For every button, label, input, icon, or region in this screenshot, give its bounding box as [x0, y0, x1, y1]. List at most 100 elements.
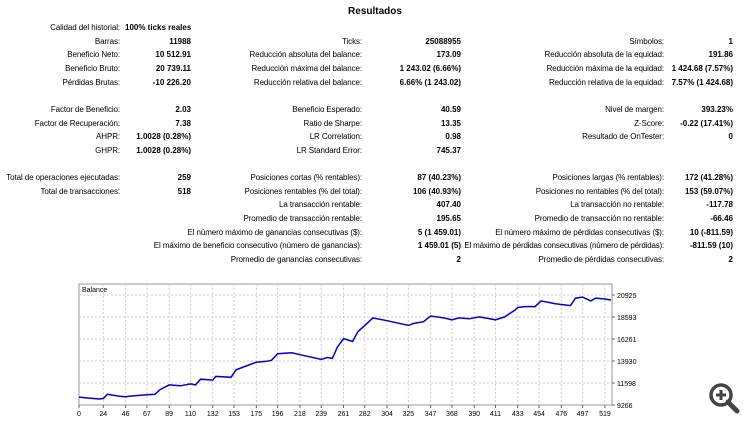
chart-title: Balance [82, 287, 107, 294]
x-tick-label: 433 [512, 411, 524, 418]
x-tick-label: 153 [228, 411, 240, 418]
zoom-in-icon[interactable] [707, 381, 741, 415]
stat-value: 407.40 [436, 200, 461, 210]
stat-value: 1 243.02 (6.66%) [399, 63, 461, 73]
stat-label: GHPR: [95, 145, 120, 155]
stat-value: 7.38 [175, 118, 191, 128]
page-title: Resultados [348, 6, 402, 17]
stat-value: 172 (41.28%) [684, 173, 733, 183]
stat-value: 518 [177, 186, 191, 196]
stat-label: Resultado de OnTester: [582, 132, 664, 142]
x-tick-label: 411 [490, 411, 501, 418]
x-tick-label: 347 [425, 411, 437, 418]
stat-value: 1.0028 (0.28%) [136, 145, 191, 155]
stat-label: Beneficio Neto: [67, 50, 120, 60]
x-tick-label: 304 [381, 411, 393, 418]
stat-value: 2 [728, 255, 733, 265]
x-tick-label: 454 [533, 411, 545, 418]
y-tick-label: 11598 [617, 381, 636, 388]
y-tick-label: 13930 [617, 359, 637, 366]
stat-label: Calidad del historial: [50, 23, 120, 32]
stat-value: 5 (1 459.01) [417, 227, 461, 237]
x-tick-label: 390 [468, 411, 480, 418]
x-tick-label: 89 [165, 411, 173, 418]
x-tick-label: 67 [143, 411, 151, 418]
stat-value: 25088955 [425, 36, 461, 46]
stat-value: 6.66% (1 243.02) [399, 77, 461, 87]
stat-label: Promedio de ganancias consecutivas: [230, 255, 362, 265]
stat-label: Posiciones cortas (% rentables): [250, 173, 362, 183]
stat-label: Ticks: [342, 36, 362, 46]
stat-value: 100% ticks reales [125, 23, 192, 32]
stat-value: 173.09 [436, 50, 461, 60]
stat-label: Total de operaciones ejecutadas: [6, 173, 120, 183]
y-tick-label: 20925 [617, 293, 637, 300]
x-tick-label: 497 [577, 411, 589, 418]
stat-value: 11988 [169, 36, 191, 46]
stat-label: Beneficio Esperado: [292, 104, 362, 114]
stat-value: 1 459.01 (5) [417, 241, 461, 251]
stat-label: LR Correlation: [309, 132, 362, 142]
stat-value: 0.98 [445, 132, 461, 142]
stat-value: 2 [456, 255, 461, 265]
x-tick-label: 110 [185, 411, 196, 418]
stat-value: 106 (40.93%) [412, 186, 461, 196]
stat-label: Z-Score: [634, 118, 664, 128]
stat-value: 1 [728, 36, 733, 46]
stat-value: -0.22 (17.41%) [680, 118, 733, 128]
stat-label: Reducción absoluta de la equidad: [544, 50, 665, 60]
stat-value: 7.57% (1 424.68) [671, 77, 733, 87]
stat-label: Posiciones largas (% rentables): [552, 173, 664, 183]
x-tick-label: 282 [359, 411, 371, 418]
stat-label: Pérdidas Brutas: [62, 77, 120, 87]
x-tick-label: 476 [555, 411, 567, 418]
stat-label: El número máximo de pérdidas consecutiva… [495, 227, 664, 237]
x-tick-label: 261 [338, 411, 350, 418]
stat-label: La transacción no rentable: [570, 200, 664, 210]
stat-label: El máximo de pérdidas consecutivas (núme… [464, 241, 664, 251]
stat-label: AHPR: [96, 132, 120, 142]
x-tick-label: 132 [207, 411, 219, 418]
balance-line [78, 296, 612, 400]
stat-label: Reducción relativa del balance: [253, 77, 362, 87]
stat-value: -811.59 (10) [689, 241, 733, 251]
stat-value: 0 [728, 132, 733, 142]
stat-label: Promedio de transacción rentable: [243, 214, 362, 224]
x-tick-label: 24 [99, 411, 107, 418]
x-tick-label: 368 [446, 411, 458, 418]
stat-value: 745.37 [436, 145, 461, 155]
stat-label: Posiciones rentables (% del total): [244, 186, 363, 196]
stat-label: Símbolos: [629, 36, 664, 46]
stat-value: 40.59 [440, 104, 461, 114]
stat-label: Total de transacciones: [40, 186, 120, 196]
stat-value: -10 226.20 [152, 77, 191, 87]
stat-value: 153 (59.07%) [684, 186, 733, 196]
stat-label: Promedio de transacción no rentable: [534, 214, 664, 224]
x-tick-label: 0 [77, 411, 81, 418]
y-tick-label: 18593 [617, 315, 637, 322]
stat-value: 191.86 [708, 50, 733, 60]
stat-label: Ratio de Sharpe: [303, 118, 363, 128]
stat-label: Nivel de margen: [605, 104, 664, 114]
stat-label: La transacción rentable: [279, 200, 362, 210]
x-tick-label: 519 [599, 411, 611, 418]
stat-value: 20 739.11 [155, 63, 191, 73]
stat-label: Promedio de pérdidas consecutivas: [538, 255, 664, 265]
stat-value: 195.65 [436, 214, 461, 224]
stat-label: Barras: [94, 36, 120, 46]
stat-label: Reducción máxima del balance: [251, 63, 363, 73]
stat-value: -66.46 [710, 214, 733, 224]
x-tick-label: 175 [250, 411, 262, 418]
stat-label: El máximo de beneficio consecutivo (núme… [153, 241, 362, 251]
stat-value: 10 512.91 [155, 50, 191, 60]
stat-label: Reducción máxima de la equidad: [546, 63, 665, 73]
stat-label: Reducción absoluta del balance: [249, 50, 362, 60]
plot-area [78, 283, 613, 406]
stat-label: Reducción relativa de la equidad: [548, 77, 664, 87]
stat-label: Factor de Recuperación: [34, 118, 120, 128]
y-tick-label: 9266 [617, 403, 633, 410]
x-tick-label: 196 [272, 411, 284, 418]
stat-value: 1.0028 (0.28%) [136, 132, 191, 142]
stat-label: El número máximo de ganancias consecutiv… [187, 227, 363, 237]
